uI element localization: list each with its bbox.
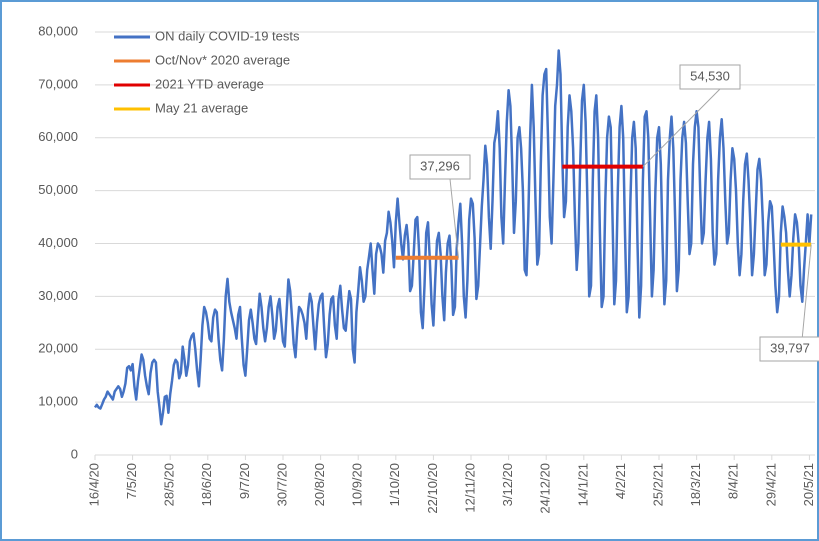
x-tick-label: 28/5/20 bbox=[162, 463, 177, 506]
y-tick-label: 60,000 bbox=[38, 129, 78, 144]
x-tick-label: 9/7/20 bbox=[237, 463, 252, 499]
data-line bbox=[93, 49, 813, 426]
x-tick-label: 7/5/20 bbox=[124, 463, 139, 499]
legend-label: May 21 average bbox=[155, 100, 248, 115]
callout-label: 39,797 bbox=[770, 340, 810, 355]
x-tick-label: 24/12/20 bbox=[538, 463, 553, 514]
x-tick-label: 20/5/21 bbox=[801, 463, 816, 506]
x-tick-label: 8/4/21 bbox=[726, 463, 741, 499]
x-tick-label: 29/4/21 bbox=[763, 463, 778, 506]
x-tick-label: 16/4/20 bbox=[86, 463, 101, 506]
x-tick-label: 20/8/20 bbox=[312, 463, 327, 506]
x-tick-label: 10/9/20 bbox=[350, 463, 365, 506]
legend-label: 2021 YTD average bbox=[155, 76, 264, 91]
y-tick-label: 70,000 bbox=[38, 76, 78, 91]
callout-box bbox=[409, 154, 471, 180]
y-tick-label: 50,000 bbox=[38, 182, 78, 197]
x-tick-label: 12/11/20 bbox=[462, 463, 477, 513]
x-tick-label: 18/3/21 bbox=[688, 463, 703, 506]
y-tick-label: 10,000 bbox=[38, 394, 78, 409]
callout-leader bbox=[642, 88, 721, 168]
y-tick-label: 40,000 bbox=[38, 235, 78, 250]
legend-label: ON daily COVID-19 tests bbox=[155, 28, 300, 43]
callout-label: 37,296 bbox=[420, 158, 460, 173]
x-tick-label: 22/10/20 bbox=[425, 463, 440, 514]
callout-label: 54,530 bbox=[690, 68, 730, 83]
y-tick-label: 20,000 bbox=[38, 341, 78, 356]
y-tick-label: 30,000 bbox=[38, 288, 78, 303]
x-tick-label: 4/2/21 bbox=[613, 463, 628, 499]
callout-box bbox=[759, 336, 819, 362]
callout-leader bbox=[449, 178, 459, 258]
callout-box bbox=[679, 64, 741, 90]
x-tick-label: 25/2/21 bbox=[650, 463, 665, 506]
legend-label: Oct/Nov* 2020 average bbox=[155, 52, 290, 67]
x-tick-label: 30/7/20 bbox=[274, 463, 289, 506]
x-tick-label: 18/6/20 bbox=[199, 463, 214, 506]
x-tick-label: 14/1/21 bbox=[575, 463, 590, 506]
x-tick-label: 3/12/20 bbox=[500, 463, 515, 506]
x-tick-label: 1/10/20 bbox=[387, 463, 402, 506]
y-tick-label: 80,000 bbox=[38, 23, 78, 38]
y-tick-label: 0 bbox=[71, 446, 78, 461]
